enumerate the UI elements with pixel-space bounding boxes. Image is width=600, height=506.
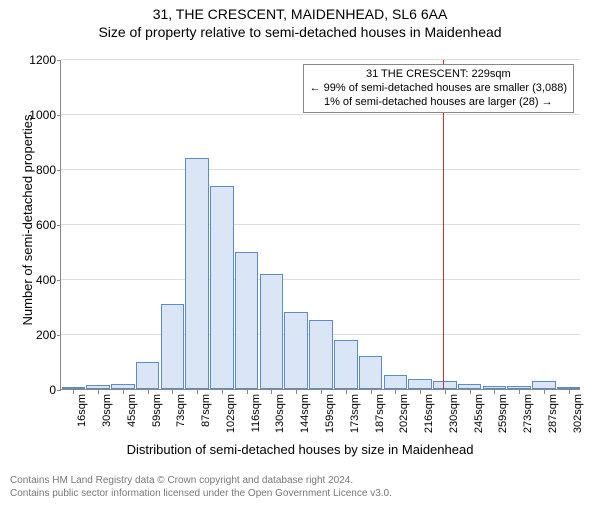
x-tick-mark [544, 390, 545, 394]
y-tick-label: 400 [16, 273, 56, 287]
x-tick-label: 144sqm [299, 394, 311, 444]
grid-line [61, 224, 580, 225]
annotation-box: 31 THE CRESCENT: 229sqm ← 99% of semi-de… [303, 64, 574, 113]
x-tick-mark [73, 390, 74, 394]
histogram-bar [62, 387, 86, 389]
x-tick-mark [222, 390, 223, 394]
x-tick-label: 302sqm [572, 394, 584, 444]
histogram-bar [86, 385, 110, 389]
histogram-bar [458, 384, 482, 390]
y-tick-mark [57, 60, 61, 61]
y-tick-label: 800 [16, 163, 56, 177]
x-tick-label: 245sqm [473, 394, 485, 444]
x-tick-label: 45sqm [126, 394, 138, 444]
histogram-bar [532, 381, 556, 389]
footer-line-2: Contains public sector information licen… [10, 487, 392, 500]
x-tick-mark [123, 390, 124, 394]
x-tick-label: 173sqm [349, 394, 361, 444]
y-tick-mark [57, 390, 61, 391]
annotation-line-3: 1% of semi-detached houses are larger (2… [310, 96, 567, 110]
x-tick-mark [197, 390, 198, 394]
x-tick-label: 187sqm [374, 394, 386, 444]
y-tick-mark [57, 225, 61, 226]
x-tick-label: 273sqm [522, 394, 534, 444]
footer-attribution: Contains HM Land Registry data © Crown c… [10, 474, 392, 500]
histogram-bar [284, 312, 308, 389]
histogram-bar [483, 386, 507, 389]
x-tick-mark [519, 390, 520, 394]
histogram-bar [334, 340, 358, 390]
y-tick-mark [57, 115, 61, 116]
x-tick-mark [445, 390, 446, 394]
x-tick-label: 73sqm [175, 394, 187, 444]
x-tick-mark [98, 390, 99, 394]
x-tick-mark [371, 390, 372, 394]
x-tick-mark [271, 390, 272, 394]
x-tick-label: 59sqm [151, 394, 163, 444]
y-tick-mark [57, 335, 61, 336]
chart-title-address: 31, THE CRESCENT, MAIDENHEAD, SL6 6AA [0, 6, 600, 22]
y-tick-label: 200 [16, 328, 56, 342]
x-tick-label: 16sqm [76, 394, 88, 444]
x-tick-label: 87sqm [200, 394, 212, 444]
x-tick-mark [569, 390, 570, 394]
histogram-bar [309, 320, 333, 389]
histogram-bar [408, 379, 432, 389]
x-tick-mark [321, 390, 322, 394]
grid-line [61, 114, 580, 115]
x-tick-label: 102sqm [225, 394, 237, 444]
y-tick-label: 1000 [16, 108, 56, 122]
x-tick-mark [172, 390, 173, 394]
histogram-bar [384, 375, 408, 389]
histogram-bar [111, 384, 135, 390]
x-tick-label: 216sqm [423, 394, 435, 444]
footer-line-1: Contains HM Land Registry data © Crown c… [10, 474, 392, 487]
annotation-line-2: ← 99% of semi-detached houses are smalle… [310, 82, 567, 96]
histogram-bar [136, 362, 160, 390]
histogram-bar [260, 274, 284, 390]
histogram-bar [557, 387, 581, 389]
y-tick-mark [57, 170, 61, 171]
histogram-bar [507, 386, 531, 389]
grid-line [61, 169, 580, 170]
histogram-bar [161, 304, 185, 389]
plot-region: 31 THE CRESCENT: 229sqm ← 99% of semi-de… [60, 60, 580, 390]
x-tick-mark [247, 390, 248, 394]
x-tick-mark [395, 390, 396, 394]
x-tick-label: 130sqm [274, 394, 286, 444]
y-tick-mark [57, 280, 61, 281]
histogram-bar [185, 158, 209, 389]
annotation-line-1: 31 THE CRESCENT: 229sqm [310, 68, 567, 82]
x-tick-label: 202sqm [398, 394, 410, 444]
histogram-bar [433, 381, 457, 389]
chart-area: Number of semi-detached properties 31 TH… [0, 50, 600, 446]
x-tick-label: 159sqm [324, 394, 336, 444]
x-tick-label: 230sqm [448, 394, 460, 444]
x-tick-mark [470, 390, 471, 394]
x-tick-mark [148, 390, 149, 394]
x-tick-mark [346, 390, 347, 394]
x-tick-mark [296, 390, 297, 394]
x-tick-label: 30sqm [101, 394, 113, 444]
x-axis-label: Distribution of semi-detached houses by … [0, 442, 600, 457]
x-tick-label: 287sqm [547, 394, 559, 444]
x-tick-mark [494, 390, 495, 394]
grid-line [61, 279, 580, 280]
histogram-bar [210, 186, 234, 390]
x-tick-mark [420, 390, 421, 394]
histogram-bar [235, 252, 259, 390]
x-tick-label: 259sqm [497, 394, 509, 444]
chart-subtitle: Size of property relative to semi-detach… [0, 24, 600, 40]
y-tick-label: 600 [16, 218, 56, 232]
x-tick-label: 116sqm [250, 394, 262, 444]
grid-line [61, 59, 580, 60]
y-tick-label: 0 [16, 383, 56, 397]
y-tick-label: 1200 [16, 53, 56, 67]
histogram-bar [359, 356, 383, 389]
